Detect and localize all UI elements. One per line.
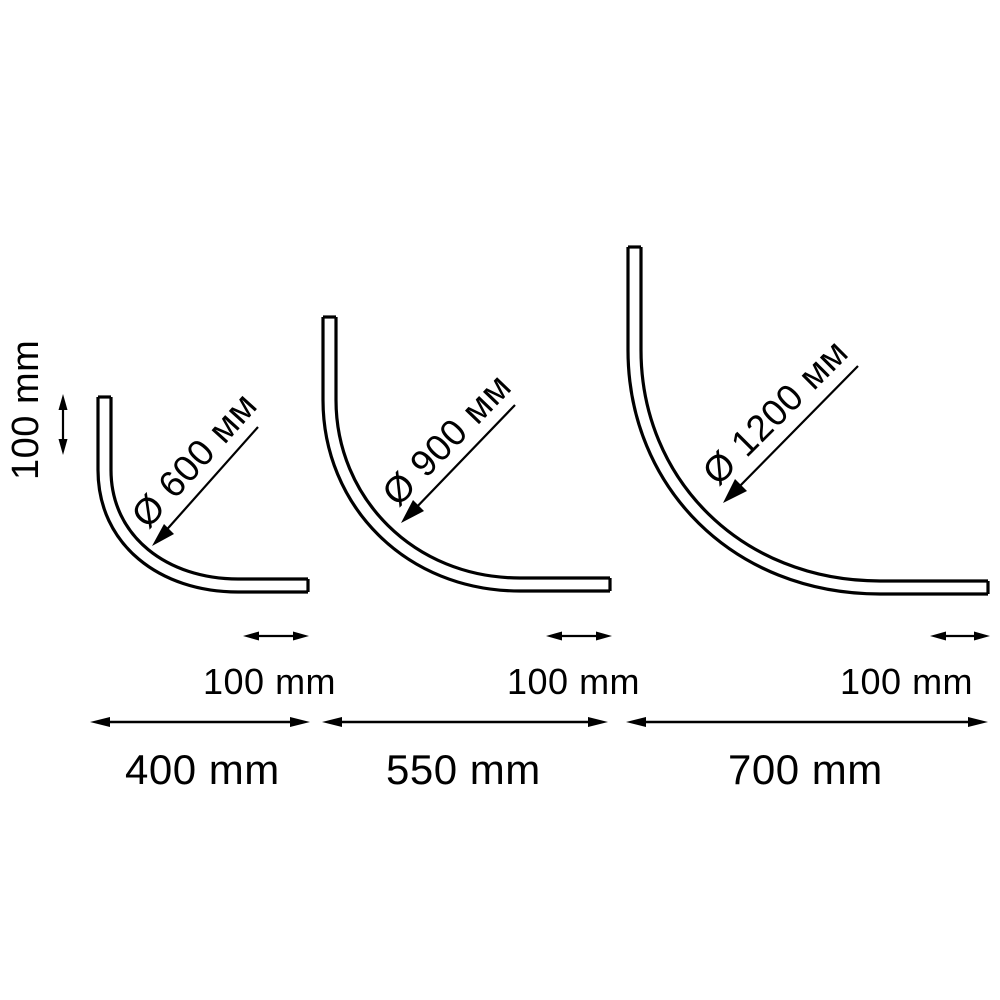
span-dimension-400: [90, 717, 310, 727]
leg-dim-arrow-right-2: [596, 631, 612, 641]
span-label-550: 550 mm: [386, 746, 541, 793]
span-dimension-550: [322, 717, 608, 727]
piece-1200-leader-line: [734, 365, 859, 492]
span-label-700: 700 mm: [728, 746, 883, 793]
span-dim-arrow-right-550: [588, 717, 608, 727]
piece-1200-inner-edge: [639, 247, 988, 583]
piece-900-diameter-label: Ø 900 мм: [374, 366, 519, 514]
leg-dim-arrow-left-3: [930, 631, 946, 641]
leg-100mm-dimension-1: [243, 631, 309, 641]
span-label-400: 400 mm: [125, 746, 280, 793]
piece-600-diameter-label: Ø 600 мм: [123, 385, 265, 536]
leg-dim-arrow-right-1: [293, 631, 309, 641]
span-dim-arrow-right-700: [968, 717, 988, 727]
leg-100mm-dimension-2: [546, 631, 612, 641]
piece-900-leader-line: [411, 404, 516, 513]
piece-900-diameter-leader: [401, 404, 516, 523]
leg-100mm-dimension-3: [930, 631, 990, 641]
leg-dim-arrow-right-3: [974, 631, 990, 641]
piece-600-leader-line: [161, 426, 259, 536]
piece-600-leader-arrow: [152, 524, 174, 546]
span-dim-arrow-left-400: [90, 717, 110, 727]
piece-1200-outer-edge: [626, 247, 988, 596]
leg-dim-arrow-left-2: [546, 631, 562, 641]
piece-900-inner-edge: [334, 317, 610, 580]
piece-600-inner-edge: [109, 397, 308, 581]
vertical-100mm-dimension: [58, 394, 68, 455]
piece-1200-leader-arrow: [723, 479, 747, 503]
piece-600-group: [96, 395, 310, 594]
leg-100mm-label-1: 100 mm: [203, 661, 336, 702]
piece-600-diameter-leader: [152, 426, 259, 546]
piece-1200-diameter-leader: [723, 365, 859, 503]
leg-100mm-label-2: 100 mm: [507, 661, 640, 702]
vertical-dim-arrow-down: [58, 439, 68, 455]
vertical-100mm-label: 100 mm: [5, 340, 47, 480]
piece-1200-group: [626, 245, 990, 596]
piece-900-group: [321, 315, 612, 593]
span-dim-arrow-right-400: [290, 717, 310, 727]
vertical-dim-arrow-up: [58, 394, 68, 410]
leg-100mm-label-3: 100 mm: [840, 661, 973, 702]
span-dim-arrow-left-700: [626, 717, 646, 727]
piece-900-outer-edge: [321, 317, 610, 593]
piece-1200-diameter-label: Ø 1200 мм: [695, 331, 856, 492]
leg-dim-arrow-left-1: [243, 631, 259, 641]
span-dim-arrow-left-550: [322, 717, 342, 727]
piece-600-outer-edge: [96, 397, 308, 594]
piece-900-leader-arrow: [401, 500, 424, 523]
span-dimension-700: [626, 717, 988, 727]
